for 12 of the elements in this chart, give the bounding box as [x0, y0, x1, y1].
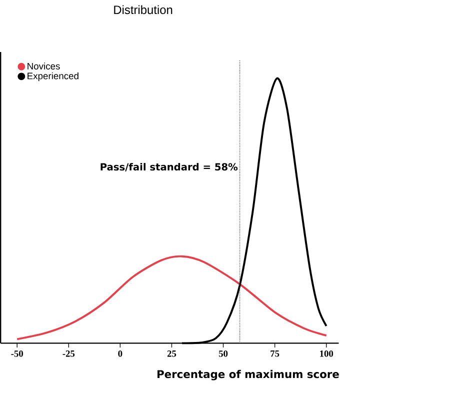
x-tick-label: 25 — [167, 350, 176, 357]
legend-label: Novices — [28, 62, 60, 70]
legend-label: Experienced — [28, 72, 78, 82]
chart-title: Distribution — [114, 5, 172, 14]
x-axis-title: Percentage of maximum score — [158, 370, 339, 380]
x-tick-label: -50 — [11, 350, 23, 357]
x-tick-label: 75 — [270, 350, 280, 357]
x-tick-label: 100 — [320, 350, 334, 357]
x-tick-label: 50 — [218, 350, 228, 357]
x-tick-label: -25 — [62, 350, 75, 357]
ref-line-label: Pass/fail standard = 58% — [100, 162, 238, 172]
x-tick-label: 0 — [118, 350, 122, 357]
